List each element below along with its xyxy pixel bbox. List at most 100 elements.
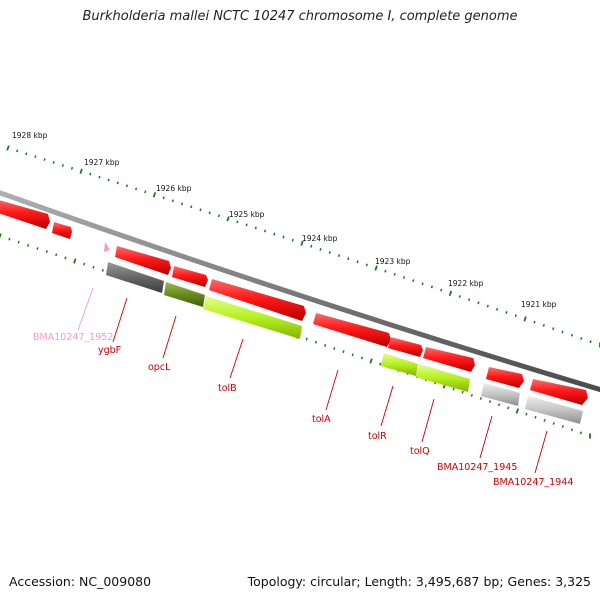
outer-tick-mark — [374, 265, 378, 271]
outer-tick-mark — [79, 168, 83, 174]
outer-tick-mark — [430, 285, 434, 289]
gene-label-BMA10247_1952: BMA10247_1952 — [33, 332, 113, 343]
upper-gene-features — [0, 200, 110, 252]
outer-tick-mark — [134, 187, 138, 191]
gene-label-BMA10247_1945: BMA10247_1945 — [437, 462, 517, 473]
outer-tick-mark — [226, 216, 230, 222]
inner-tick-mark — [561, 425, 564, 429]
inner-tick-mark — [351, 353, 354, 357]
inner-tick-mark — [342, 350, 345, 354]
inner-tick-mark — [101, 268, 104, 272]
outer-tick-mark — [70, 166, 74, 170]
inner-tick-mark — [92, 265, 95, 269]
outer-tick-mark — [495, 307, 499, 311]
outer-tick-mark — [337, 254, 341, 258]
inner-tick-mark — [369, 358, 373, 364]
outer-tick-mark — [486, 304, 489, 308]
gene-arrow-tolR — [388, 337, 423, 357]
scale-labels: 1928 kbp 1927 kbp 1926 kbp 1925 kbp 1924… — [12, 131, 557, 309]
leader-BMA10247_1944 — [534, 430, 548, 474]
outer-tick-mark — [208, 211, 211, 215]
outer-tick-mark — [421, 282, 424, 286]
inner-tick-mark — [570, 428, 574, 432]
outer-tick-mark — [25, 152, 28, 156]
inner-tick-mark — [507, 406, 510, 410]
gene-arrows — [115, 246, 588, 405]
outer-tick-mark — [61, 163, 64, 167]
inner-tick-mark — [305, 337, 308, 341]
outer-tick-mark — [273, 232, 276, 236]
cds-box-ygbF — [106, 262, 164, 293]
gene-label-opcL: opcL — [148, 362, 171, 373]
inner-tick-mark — [64, 256, 67, 260]
inner-tick-mark — [479, 397, 483, 400]
outer-tick-mark — [505, 311, 508, 314]
tick-label-1924: 1924 kbp — [302, 234, 338, 243]
pink-gene-arrow — [104, 242, 110, 252]
outer-tick-mark — [291, 238, 294, 242]
inner-tick-mark — [534, 415, 537, 419]
outer-tick-mark — [384, 269, 387, 273]
inner-tick-mark — [26, 243, 30, 247]
cds-box-tolQ — [416, 364, 470, 392]
outer-tick-mark — [440, 288, 443, 292]
outer-tick-mark — [52, 161, 55, 164]
outer-tick-mark — [217, 214, 221, 218]
outer-tick-mark — [477, 301, 480, 305]
inner-tick-mark — [360, 356, 364, 360]
gene-label-tolQ: tolQ — [410, 446, 430, 457]
gene-feature — [0, 200, 50, 229]
genome-backbone — [0, 190, 600, 393]
inner-tick-mark — [515, 408, 520, 414]
outer-tick-track — [6, 145, 600, 348]
outer-tick-mark — [236, 220, 239, 224]
outer-tick-mark — [125, 184, 129, 188]
inner-tick-mark — [552, 422, 555, 425]
outer-tick-mark — [116, 181, 119, 185]
outer-tick-mark — [570, 333, 574, 337]
gene-arrow-opcL — [172, 266, 208, 287]
leader-tolR — [380, 385, 394, 427]
gene-label-tolA: tolA — [312, 414, 331, 425]
gene-label-ygbF: ygbF — [98, 345, 121, 356]
inner-tick-mark — [323, 343, 327, 347]
inner-tick-mark — [379, 362, 382, 366]
map-title: Burkholderia mallei NCTC 10247 chromosom… — [82, 9, 518, 24]
outer-tick-mark — [245, 223, 248, 227]
gene-arrow-tolA — [313, 313, 391, 347]
gene-label-BMA10247_1944: BMA10247_1944 — [493, 477, 573, 488]
label-leader-lines — [77, 287, 548, 474]
gene-arrow-BMA10247_1944 — [530, 379, 588, 405]
outer-tick-mark — [300, 240, 304, 246]
outer-tick-mark — [542, 323, 545, 327]
outer-tick-mark — [319, 247, 322, 251]
outer-tick-mark — [365, 263, 368, 267]
gene-label-tolR: tolR — [368, 431, 387, 442]
outer-tick-mark — [199, 208, 202, 212]
leader-BMA10247_1952 — [77, 287, 94, 331]
accession-text: Accession: NC_009080 — [9, 574, 152, 589]
inner-tick-mark — [83, 262, 86, 266]
outer-tick-mark — [328, 251, 331, 254]
inner-tick-mark — [497, 403, 501, 407]
inner-tick-mark — [45, 250, 48, 254]
leader-BMA10247_1945 — [479, 415, 493, 459]
gene-labels: BMA10247_1952 ygbF opcL tolB tolA tolR t… — [33, 332, 573, 488]
gene-feature — [52, 222, 72, 239]
tick-label-1925: 1925 kbp — [229, 210, 265, 219]
gene-arrow-BMA10247_1945 — [486, 367, 524, 388]
outer-tick-mark — [254, 226, 257, 230]
inner-tick-mark — [314, 340, 318, 344]
outer-tick-mark — [43, 158, 46, 161]
tick-label-1923: 1923 kbp — [375, 257, 411, 266]
outer-tick-mark — [514, 314, 517, 318]
gene-arrow-tolB — [209, 279, 306, 321]
outer-tick-mark — [180, 202, 184, 206]
inner-tick-mark — [73, 258, 77, 264]
inner-tick-mark — [579, 431, 583, 435]
cds-box-BMA10247_1944 — [525, 396, 583, 424]
outer-tick-mark — [347, 257, 350, 261]
outer-tick-mark — [589, 340, 592, 344]
inner-tick-mark — [470, 393, 473, 397]
leader-tolB — [229, 338, 244, 379]
